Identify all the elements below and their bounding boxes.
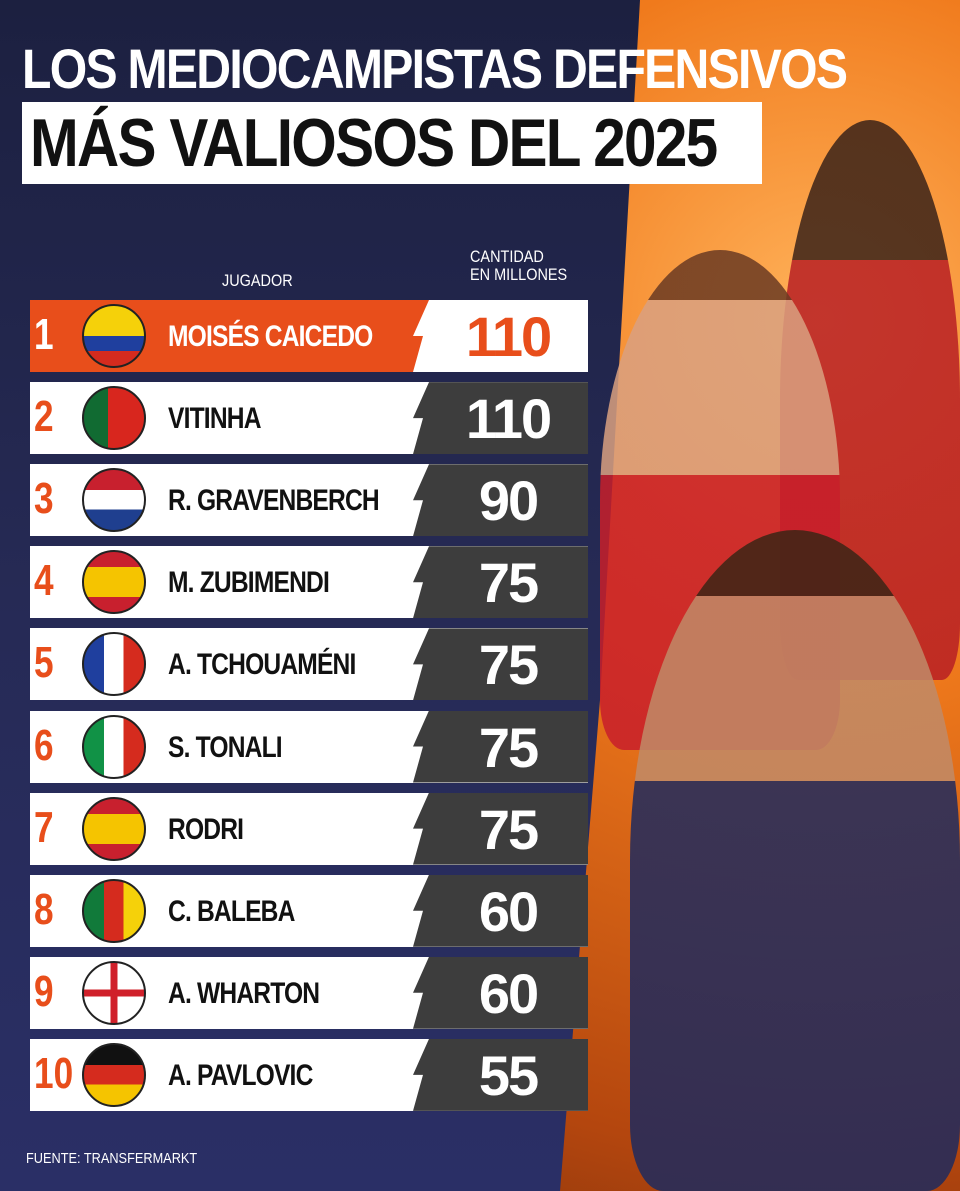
player-name: A. PAVLOVIC [168, 1058, 313, 1092]
value-panel [413, 300, 588, 372]
market-value: 90 [478, 469, 539, 533]
market-value: 110 [465, 387, 552, 451]
market-value: 60 [478, 879, 539, 943]
rank: 10 [34, 1048, 74, 1098]
value-panel [413, 382, 588, 455]
flag-icon [82, 304, 146, 368]
flag-icon [82, 796, 146, 861]
market-value: 55 [478, 1043, 539, 1107]
player-name: R. GRAVENBERCH [168, 484, 380, 518]
rank: 4 [34, 556, 54, 606]
market-value: 75 [478, 633, 539, 697]
flag-icon [82, 1042, 146, 1107]
value-panel [413, 464, 588, 537]
rank: 9 [34, 966, 54, 1016]
flag-icon [82, 386, 146, 451]
header-value: CANTIDAD EN MILLONES [470, 248, 567, 284]
rank: 6 [34, 720, 54, 770]
value-panel [413, 792, 588, 865]
player-name: RODRI [168, 812, 244, 846]
value-panel [413, 710, 588, 783]
value-panel [413, 628, 588, 701]
market-value: 75 [478, 797, 539, 861]
title-line-2: MÁS VALIOSOS DEL 2025 [30, 105, 718, 181]
market-value: 110 [465, 305, 552, 368]
player-name: C. BALEBA [168, 894, 295, 928]
title-highlight-box [22, 102, 762, 184]
player-name: S. TONALI [168, 730, 283, 764]
flag-icon [82, 878, 146, 943]
player-name: MOISÉS CAICEDO [168, 320, 373, 353]
table-row: 1 MOISÉS CAICEDO 110 [30, 300, 588, 372]
flag-icon [82, 468, 146, 533]
table-row: 8 C. BALEBA 60 [30, 874, 588, 947]
player-photo [630, 530, 960, 1191]
header-player: JUGADOR [222, 271, 293, 290]
player-name: M. ZUBIMENDI [168, 566, 330, 600]
market-value: 75 [478, 715, 539, 779]
flag-icon [82, 632, 146, 697]
rank: 7 [34, 802, 54, 852]
header-value-line-2: EN MILLONES [470, 265, 568, 284]
value-panel [413, 546, 588, 619]
table-row: 10 A. PAVLOVIC 55 [30, 1038, 588, 1111]
rank: 5 [34, 638, 54, 688]
market-value: 60 [478, 961, 539, 1025]
value-panel [413, 1038, 588, 1111]
rank: 2 [34, 392, 54, 442]
flag-icon [82, 714, 146, 779]
header-value-line-1: CANTIDAD [470, 247, 544, 266]
table-row: 5 A. TCHOUAMÉNI 75 [30, 628, 588, 701]
value-panel [413, 874, 588, 947]
source-note: FUENTE: TRANSFERMARKT [26, 1150, 198, 1167]
market-value: 75 [478, 551, 539, 615]
table-row: 7 RODRI 75 [30, 792, 588, 865]
player-name: VITINHA [168, 402, 261, 436]
table-row: 4 M. ZUBIMENDI 75 [30, 546, 588, 619]
table-row: 3 R. GRAVENBERCH 90 [30, 464, 588, 537]
rank: 3 [34, 474, 54, 524]
rank: 1 [34, 310, 54, 359]
flag-icon [82, 960, 146, 1025]
table-row: 6 S. TONALI 75 [30, 710, 588, 783]
table-row: 9 A. WHARTON 60 [30, 956, 588, 1029]
flag-icon [82, 550, 146, 615]
rank: 8 [34, 884, 54, 934]
player-name: A. WHARTON [168, 976, 320, 1010]
table-row: 2 VITINHA 110 [30, 382, 588, 455]
player-name: A. TCHOUAMÉNI [168, 648, 356, 682]
value-panel [413, 956, 588, 1029]
title-line-1: LOS MEDIOCAMPISTAS DEFENSIVOS [22, 37, 848, 100]
